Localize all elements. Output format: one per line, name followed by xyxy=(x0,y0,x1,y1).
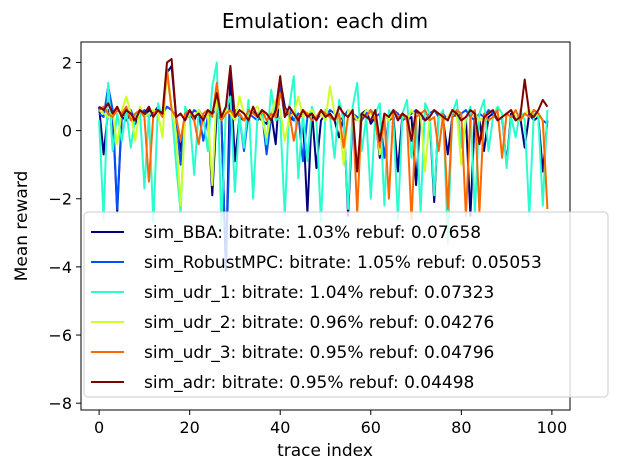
legend-label-4: sim_udr_2: bitrate: 0.96% rebuf: 0.04276 xyxy=(144,313,494,333)
y-axis-label: Mean reward xyxy=(12,171,32,282)
y-tick-label-5: −8 xyxy=(48,394,72,413)
x-axis-label: trace index xyxy=(277,441,373,461)
x-tick-label-3: 60 xyxy=(361,418,381,437)
y-tick-label-2: −2 xyxy=(48,190,72,209)
legend: sim_BBA: bitrate: 1.03% rebuf: 0.07658 si… xyxy=(83,211,609,398)
chart-title: Emulation: each dim xyxy=(222,9,428,33)
y-tick-label-3: −4 xyxy=(48,258,72,277)
x-tick-label-1: 20 xyxy=(179,418,199,437)
series-line-6 xyxy=(98,58,549,173)
x-tick-label-0: 0 xyxy=(94,418,104,437)
series-line-3 xyxy=(98,61,549,244)
legend-label-3: sim_udr_1: bitrate: 1.04% rebuf: 0.07323 xyxy=(144,283,494,303)
x-tick-label-5: 100 xyxy=(537,418,568,437)
y-tick-label-0: 2 xyxy=(62,53,72,72)
x-tick-label-4: 80 xyxy=(451,418,471,437)
legend-label-5: sim_udr_3: bitrate: 0.95% rebuf: 0.04796 xyxy=(144,343,494,363)
y-tick-label-4: −6 xyxy=(48,326,72,345)
x-tick-label-2: 40 xyxy=(270,418,290,437)
legend-box xyxy=(83,211,609,398)
legend-label-6: sim_adr: bitrate: 0.95% rebuf: 0.04498 xyxy=(144,373,474,393)
legend-label-1: sim_BBA: bitrate: 1.03% rebuf: 0.07658 xyxy=(144,223,481,243)
legend-label-2: sim_RobustMPC: bitrate: 1.05% rebuf: 0.0… xyxy=(144,253,542,273)
y-tick-label-1: 0 xyxy=(62,122,72,141)
series-layer xyxy=(98,58,549,272)
